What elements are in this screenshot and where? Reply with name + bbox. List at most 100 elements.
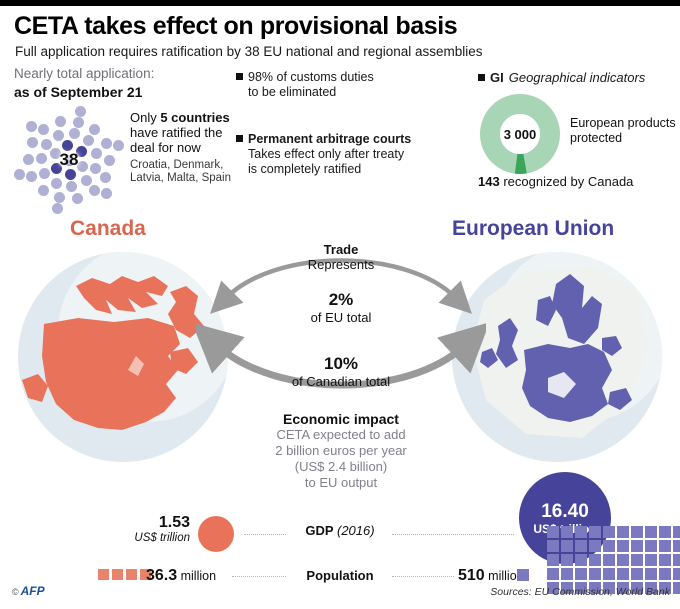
gi-center-caption: European products protected bbox=[570, 116, 676, 145]
ratified-country-list: Croatia, Denmark, Latvia, Malta, Spain bbox=[130, 159, 232, 184]
cluster-dot bbox=[77, 160, 88, 172]
cluster-dot bbox=[54, 192, 66, 204]
canada-population-value-block: 36.3 million bbox=[146, 567, 216, 585]
page-title: CETA takes effect on provisional basis bbox=[14, 12, 458, 40]
eu-population-extra-square bbox=[517, 569, 529, 581]
eu-population-square bbox=[561, 568, 573, 580]
cluster-dot bbox=[54, 116, 66, 128]
eu-population-value-block: 510 million bbox=[458, 567, 524, 585]
cluster-dot bbox=[82, 135, 94, 147]
eu-population-square bbox=[645, 568, 657, 580]
eu-population-square bbox=[617, 554, 629, 566]
eu-population-square bbox=[575, 582, 587, 594]
afp-logo: © AFP bbox=[12, 584, 45, 598]
cluster-dot bbox=[72, 116, 84, 128]
eu-population-square bbox=[589, 554, 601, 566]
eu-population-unit: million bbox=[484, 569, 524, 583]
cluster-dot bbox=[68, 128, 80, 140]
trade-canada-caption: of Canadian total bbox=[291, 374, 391, 389]
eu-population-square bbox=[617, 568, 629, 580]
bullet-1-line-1: 98% of customs duties bbox=[248, 70, 374, 84]
eu-population-square bbox=[673, 568, 680, 580]
cluster-dot-ratified bbox=[51, 162, 63, 174]
cluster-dot bbox=[25, 120, 37, 132]
cluster-dot bbox=[89, 124, 101, 136]
cluster-dot bbox=[75, 106, 87, 118]
eu-population-square bbox=[561, 582, 573, 594]
canada-map-icon bbox=[22, 276, 204, 430]
eu-population-square bbox=[631, 540, 643, 552]
eu-population-square bbox=[673, 554, 680, 566]
eu-population-square bbox=[659, 554, 671, 566]
cluster-dot bbox=[13, 168, 25, 180]
gi-heading: GI Geographical indicators bbox=[478, 70, 645, 85]
ratified-prefix: Only bbox=[130, 110, 161, 125]
canada-gdp-circle bbox=[198, 516, 234, 552]
eu-population-square bbox=[631, 582, 643, 594]
eu-population-square bbox=[617, 540, 629, 552]
page-subtitle: Full application requires ratification b… bbox=[15, 44, 483, 59]
cluster-dot bbox=[90, 163, 101, 175]
cluster-dot bbox=[50, 178, 62, 190]
cluster-dot bbox=[80, 175, 92, 187]
canada-population-squares bbox=[98, 569, 151, 580]
eu-population-square bbox=[659, 540, 671, 552]
trade-arrows-svg bbox=[196, 258, 486, 389]
canada-population-square bbox=[98, 569, 109, 580]
economic-impact-line-2: 2 billion euros per year bbox=[275, 443, 407, 458]
canada-population-unit: million bbox=[177, 569, 217, 583]
eu-population-square bbox=[575, 526, 587, 538]
cluster-dot-ratified bbox=[63, 154, 75, 166]
eu-population-square bbox=[603, 540, 615, 552]
cluster-dot bbox=[66, 180, 78, 192]
gdp-label-year: (2016) bbox=[336, 523, 375, 538]
gi-donut-svg bbox=[480, 94, 560, 174]
eu-population-square bbox=[631, 568, 643, 580]
eu-population-square bbox=[547, 526, 559, 538]
eu-population-square bbox=[547, 554, 559, 566]
ratified-headline: Only 5 countries have ratified the deal … bbox=[130, 110, 234, 155]
eu-population-square bbox=[561, 554, 573, 566]
eu-population-square bbox=[645, 582, 657, 594]
canada-population-square bbox=[112, 569, 123, 580]
eu-map-icon bbox=[472, 266, 648, 438]
eu-population-square bbox=[645, 526, 657, 538]
gi-center-value: 3 000 bbox=[500, 114, 540, 154]
eu-population-square bbox=[589, 526, 601, 538]
gdp-dotted-line-left bbox=[244, 534, 286, 536]
cluster-dot bbox=[104, 154, 116, 166]
canada-title: Canada bbox=[70, 217, 146, 240]
trade-canada-value: 10% bbox=[323, 354, 359, 373]
economic-impact-line-1: CETA expected to add bbox=[276, 427, 406, 442]
economic-impact-line-4: to EU output bbox=[304, 475, 378, 490]
bullet-square-icon bbox=[478, 74, 485, 81]
eu-population-square bbox=[575, 568, 587, 580]
bullet-square-icon bbox=[236, 73, 243, 80]
cluster-dot bbox=[88, 185, 100, 197]
canada-population-square bbox=[140, 569, 151, 580]
eu-population-square bbox=[589, 568, 601, 580]
gdp-label-text: GDP bbox=[305, 523, 337, 538]
eu-population-square bbox=[659, 568, 671, 580]
economic-impact-line-3: (US$ 2.4 billion) bbox=[294, 459, 388, 474]
cluster-dot bbox=[100, 171, 112, 183]
eu-population-square bbox=[589, 582, 601, 594]
bullet-arbitrage-courts: Permanent arbitrage courts Takes effect … bbox=[236, 132, 426, 177]
population-row-label: Population bbox=[306, 568, 374, 583]
cluster-dot bbox=[37, 184, 49, 196]
canada-gdp-value: 1.53 bbox=[158, 514, 190, 531]
canada-population-square bbox=[126, 569, 137, 580]
eu-population-square bbox=[575, 554, 587, 566]
trade-canada-share: 10% of Canadian total bbox=[196, 354, 486, 389]
gi-bottom-line: 143 recognized by Canada bbox=[478, 174, 633, 189]
sources-note: Sources: EU Commission, World Bank bbox=[490, 586, 670, 598]
cluster-dot bbox=[51, 202, 63, 214]
trade-arrow-top bbox=[210, 258, 472, 314]
eu-population-square bbox=[547, 568, 559, 580]
cluster-dot bbox=[40, 139, 52, 151]
eu-population-square bbox=[631, 554, 643, 566]
eu-title: European Union bbox=[452, 217, 615, 240]
bullet-2-line-1: Takes effect only after treaty bbox=[248, 147, 405, 161]
cluster-dot bbox=[101, 188, 113, 200]
eu-population-square bbox=[547, 540, 559, 552]
